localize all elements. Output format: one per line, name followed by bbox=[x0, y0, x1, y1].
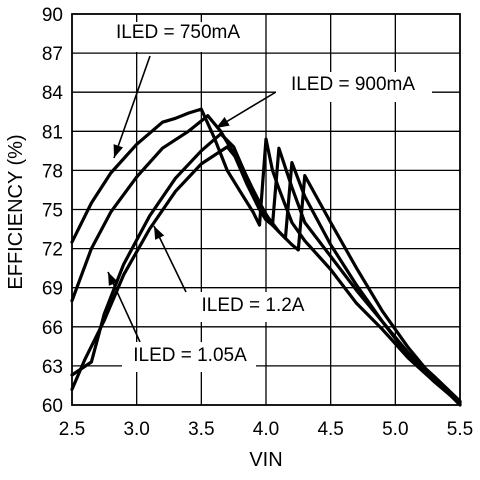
x-tick-label: 5.5 bbox=[447, 419, 473, 440]
x-tick-label: 3.0 bbox=[123, 419, 149, 440]
arrowhead-icon bbox=[216, 117, 230, 128]
y-tick-labels: 60 63 66 69 72 75 78 81 84 87 90 bbox=[42, 5, 64, 417]
y-tick-label: 66 bbox=[42, 318, 63, 339]
y-tick-label: 69 bbox=[42, 279, 63, 300]
x-axis-title: VIN bbox=[249, 449, 282, 471]
x-tick-label: 5.0 bbox=[382, 419, 408, 440]
x-tick-label: 2.5 bbox=[59, 419, 85, 440]
annotation-mask bbox=[186, 292, 320, 322]
plot-frame bbox=[71, 13, 461, 406]
annotation-mask bbox=[122, 342, 256, 372]
annotation-label: ILED = 1.2A bbox=[202, 295, 305, 316]
annotation-label: ILED = 1.05A bbox=[133, 345, 247, 366]
annotation-leaders bbox=[107, 55, 277, 343]
series-lines bbox=[70, 107, 462, 407]
x-tick-label: 3.5 bbox=[188, 419, 214, 440]
series-line bbox=[70, 107, 462, 404]
y-tick-label: 72 bbox=[42, 240, 63, 261]
x-tick-labels: 2.5 3.0 3.5 4.0 4.5 5.0 5.5 bbox=[59, 419, 473, 440]
annotation-mask bbox=[104, 22, 254, 52]
y-tick-label: 75 bbox=[42, 201, 63, 222]
annotation-mask bbox=[276, 72, 432, 102]
y-tick-label: 60 bbox=[42, 396, 63, 417]
y-tick-label: 78 bbox=[42, 161, 63, 182]
y-tick-label: 63 bbox=[42, 357, 63, 378]
x-tick-label: 4.0 bbox=[253, 419, 279, 440]
annotation-label: ILED = 900mA bbox=[291, 74, 415, 95]
y-tick-label: 81 bbox=[42, 122, 63, 143]
annotation-label: ILED = 750mA bbox=[116, 22, 240, 43]
y-axis-title: EFFICIENCY (%) bbox=[5, 134, 27, 289]
y-tick-label: 87 bbox=[42, 44, 63, 65]
arrowhead-icon bbox=[108, 272, 118, 286]
y-tick-label: 90 bbox=[42, 5, 63, 26]
x-tick-label: 4.5 bbox=[317, 419, 343, 440]
series-line bbox=[70, 145, 462, 407]
y-tick-label: 84 bbox=[42, 83, 64, 104]
annotation-leader bbox=[113, 55, 151, 159]
annotations: ILED = 750mA ILED = 900mA ILED = 1.2A ILED … bbox=[104, 22, 432, 372]
arrowhead-icon bbox=[113, 144, 124, 158]
arrowhead-icon bbox=[154, 226, 165, 240]
